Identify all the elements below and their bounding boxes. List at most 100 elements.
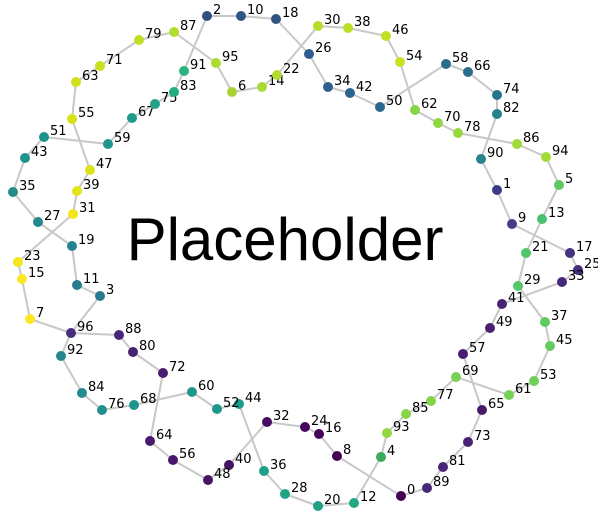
node-label: 2 [213, 3, 221, 18]
node-9: 9 [507, 211, 526, 229]
node-63: 63 [71, 69, 99, 87]
node-22: 22 [272, 62, 300, 80]
node-marker [72, 186, 82, 196]
node-7: 7 [25, 306, 44, 324]
edge-95-6 [215, 62, 233, 93]
node-label: 47 [96, 157, 113, 172]
node-5: 5 [554, 172, 573, 190]
node-marker [17, 274, 27, 284]
node-marker [458, 349, 468, 359]
node-marker [401, 409, 411, 419]
edge-47-55 [71, 118, 91, 171]
node-marker [540, 317, 550, 327]
node-19: 19 [67, 233, 95, 251]
edge-21-29 [517, 252, 527, 287]
edge-54-62 [399, 61, 416, 111]
node-marker [396, 491, 406, 501]
edge-1-9 [496, 189, 513, 225]
node-33: 33 [557, 269, 585, 287]
node-label: 3 [106, 283, 114, 298]
edge-78-86 [457, 132, 518, 145]
node-label: 7 [36, 306, 44, 321]
node-10: 10 [236, 3, 264, 21]
edge-55-63 [71, 81, 77, 120]
node-71: 71 [95, 53, 123, 71]
node-label: 81 [449, 454, 466, 469]
node-49: 49 [485, 315, 513, 333]
node-16: 16 [314, 421, 342, 439]
node-marker [66, 328, 76, 338]
edge-60-68 [133, 391, 193, 406]
node-41: 41 [497, 291, 525, 309]
node-marker [300, 422, 310, 432]
node-marker [20, 153, 30, 163]
node-label: 92 [67, 343, 84, 358]
node-marker [127, 113, 137, 123]
node-marker [492, 185, 502, 195]
node-47: 47 [85, 157, 113, 175]
edge-9-17 [511, 223, 571, 254]
node-29: 29 [513, 273, 541, 291]
node-13: 13 [537, 206, 565, 224]
node-marker [382, 428, 392, 438]
node-marker [441, 59, 451, 69]
edge-66-74 [467, 71, 498, 96]
node-marker [134, 35, 144, 45]
node-marker [410, 105, 420, 115]
edge-52-60 [191, 391, 218, 410]
node-37: 37 [540, 309, 568, 327]
node-2: 2 [202, 3, 221, 21]
node-15: 15 [17, 266, 45, 284]
node-65: 65 [477, 397, 505, 415]
edge-29-37 [517, 285, 546, 323]
node-label: 33 [568, 269, 585, 284]
node-marker [8, 187, 18, 197]
node-marker [56, 351, 66, 361]
edge-59-67 [107, 117, 133, 145]
node-label: 6 [238, 79, 246, 94]
edge-79-87 [138, 31, 175, 41]
node-label: 91 [190, 58, 207, 73]
node-label: 23 [24, 249, 41, 264]
node-91: 91 [179, 58, 207, 76]
node-48: 48 [203, 467, 231, 485]
node-marker [97, 405, 107, 415]
node-81: 81 [438, 454, 466, 472]
node-marker [262, 417, 272, 427]
node-label: 37 [551, 309, 568, 324]
node-marker [271, 14, 281, 24]
node-marker [485, 323, 495, 333]
node-label: 9 [518, 211, 526, 226]
edge-13-21 [525, 218, 543, 254]
edge-94-5 [545, 156, 560, 186]
edge-32-40 [228, 421, 268, 466]
node-34: 34 [323, 74, 351, 92]
node-label: 4 [387, 444, 395, 459]
node-label: 77 [437, 388, 454, 403]
node-marker [129, 400, 139, 410]
node-28: 28 [280, 481, 308, 499]
node-label: 80 [139, 339, 156, 354]
node-27: 27 [33, 209, 61, 227]
node-32: 32 [262, 409, 290, 427]
edge-64-72 [149, 372, 164, 442]
node-51: 51 [39, 124, 67, 142]
node-label: 21 [532, 240, 549, 255]
edge-5-13 [541, 184, 560, 220]
node-marker [492, 109, 502, 119]
node-36: 36 [259, 458, 287, 476]
node-label: 8 [343, 443, 351, 458]
node-66: 66 [463, 59, 491, 77]
node-55: 55 [67, 106, 95, 124]
edge-91-2 [183, 15, 208, 72]
node-24: 24 [300, 414, 328, 432]
edge-71-79 [99, 39, 140, 67]
node-label: 44 [245, 391, 262, 406]
node-marker [313, 21, 323, 31]
node-label: 57 [469, 341, 486, 356]
node-marker [513, 281, 523, 291]
node-18: 18 [271, 6, 299, 24]
node-marker [25, 314, 35, 324]
node-25: 25 [573, 257, 598, 275]
